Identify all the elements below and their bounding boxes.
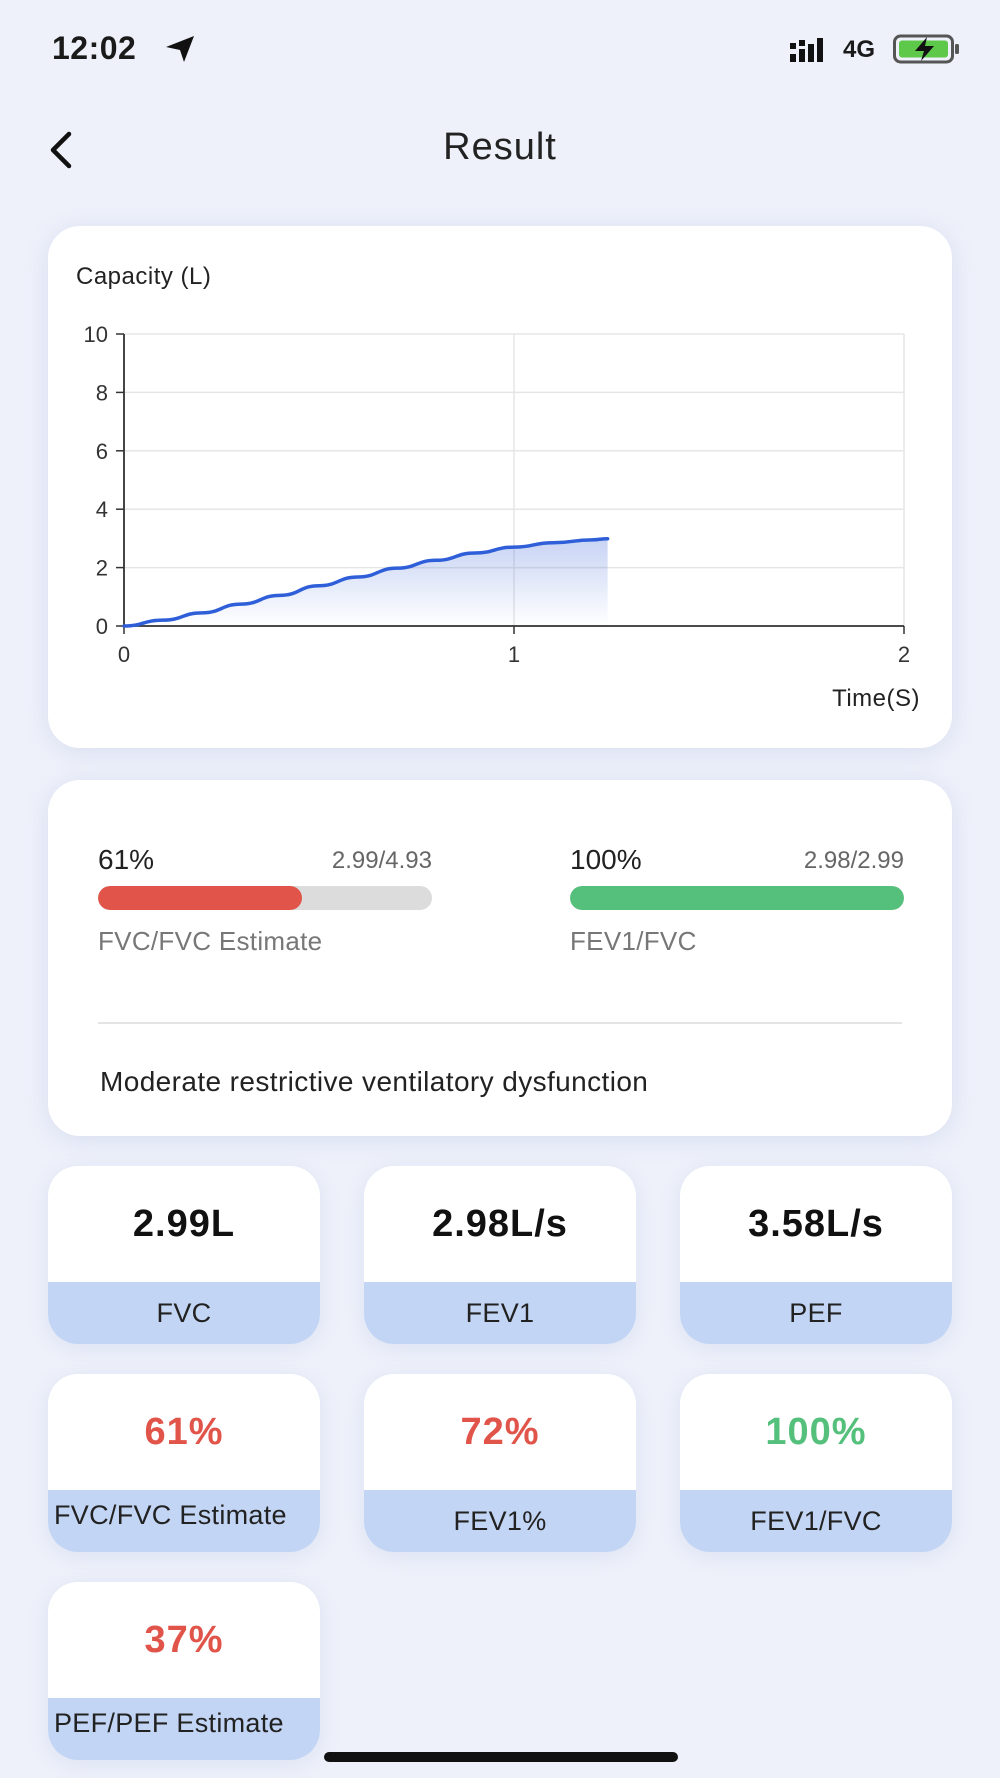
- x-axis-label: Time(S): [832, 685, 920, 712]
- metric-label: FEV1%: [364, 1490, 636, 1552]
- network-type: 4G: [843, 36, 876, 63]
- metric-tile-fev1-percent: 72% FEV1%: [364, 1374, 636, 1552]
- metric-value: 100%: [765, 1410, 867, 1453]
- y-tick-label: 6: [96, 439, 108, 464]
- metric-tile-pef-estimate: 37% PEF/PEF Estimate: [48, 1582, 320, 1760]
- fvc-estimate-percent: 61%: [98, 844, 155, 875]
- metric-tile-fvc: 2.99L FVC: [48, 1166, 320, 1344]
- signal-strength-icon: [790, 38, 823, 62]
- capacity-time-chart: Capacity (L) 0 2 4 6 8 10 0 1 2 Time(S): [76, 263, 920, 712]
- fev1-fvc-label: FEV1/FVC: [570, 926, 697, 956]
- metric-tile-fvc-estimate: 61% FVC/FVC Estimate: [48, 1374, 320, 1552]
- metric-value: 37%: [144, 1618, 224, 1661]
- metric-label: PEF/PEF Estimate: [48, 1698, 320, 1760]
- status-bar: 12:02 4G: [0, 0, 1000, 100]
- fev1-fvc-ratio: 2.98/2.99: [803, 847, 904, 874]
- metric-label: PEF: [680, 1282, 952, 1344]
- progress-fill: [98, 886, 302, 910]
- metric-label: FEV1/FVC: [680, 1490, 952, 1552]
- divider: [98, 1022, 902, 1024]
- y-tick-label: 8: [96, 380, 108, 405]
- metric-label: FVC/FVC Estimate: [48, 1490, 320, 1552]
- metric-value: 72%: [460, 1410, 540, 1453]
- diagnosis-text: Moderate restrictive ventilatory dysfunc…: [100, 1066, 649, 1097]
- metric-tile-fev1: 2.98L/s FEV1: [364, 1166, 636, 1344]
- y-tick-label: 10: [84, 322, 108, 347]
- x-tick-label: 0: [118, 642, 130, 667]
- y-tick-label: 0: [96, 614, 108, 639]
- x-tick-label: 1: [508, 642, 520, 667]
- capacity-line: [122, 536, 610, 628]
- fvc-estimate-ratio: 2.99/4.93: [331, 847, 432, 874]
- fev1-fvc-percent: 100%: [570, 844, 642, 875]
- location-arrow-icon: [166, 36, 194, 62]
- x-tick-label: 2: [898, 642, 910, 667]
- metric-label: FEV1: [364, 1282, 636, 1344]
- metric-value: 2.99L: [132, 1202, 236, 1245]
- metric-tile-fev1-fvc: 100% FEV1/FVC: [680, 1374, 952, 1552]
- home-indicator[interactable]: [324, 1752, 678, 1762]
- back-button[interactable]: [30, 120, 90, 180]
- chevron-left-icon: [50, 131, 72, 169]
- status-time: 12:02: [52, 30, 137, 66]
- metric-tile-pef: 3.58L/s PEF: [680, 1166, 952, 1344]
- metric-label: FVC: [48, 1282, 320, 1344]
- fvc-estimate-label: FVC/FVC Estimate: [98, 926, 323, 956]
- y-axis-label: Capacity (L): [76, 263, 211, 290]
- y-tick-label: 4: [96, 497, 108, 522]
- summary-card: 61% 2.99/4.93 FVC/FVC Estimate 100% 2.98…: [48, 780, 952, 1136]
- metric-value: 3.58L/s: [748, 1202, 884, 1245]
- progress-track: [570, 886, 904, 910]
- capacity-chart-card: Capacity (L) 0 2 4 6 8 10 0 1 2 Time(S): [48, 226, 952, 748]
- metric-value: 61%: [144, 1410, 224, 1453]
- progress-fill: [570, 886, 904, 910]
- metric-value: 2.98L/s: [432, 1202, 568, 1245]
- battery-charging-icon: [893, 34, 959, 64]
- page-title: Result: [443, 126, 557, 168]
- progress-track: [98, 886, 432, 910]
- y-tick-label: 2: [96, 556, 108, 581]
